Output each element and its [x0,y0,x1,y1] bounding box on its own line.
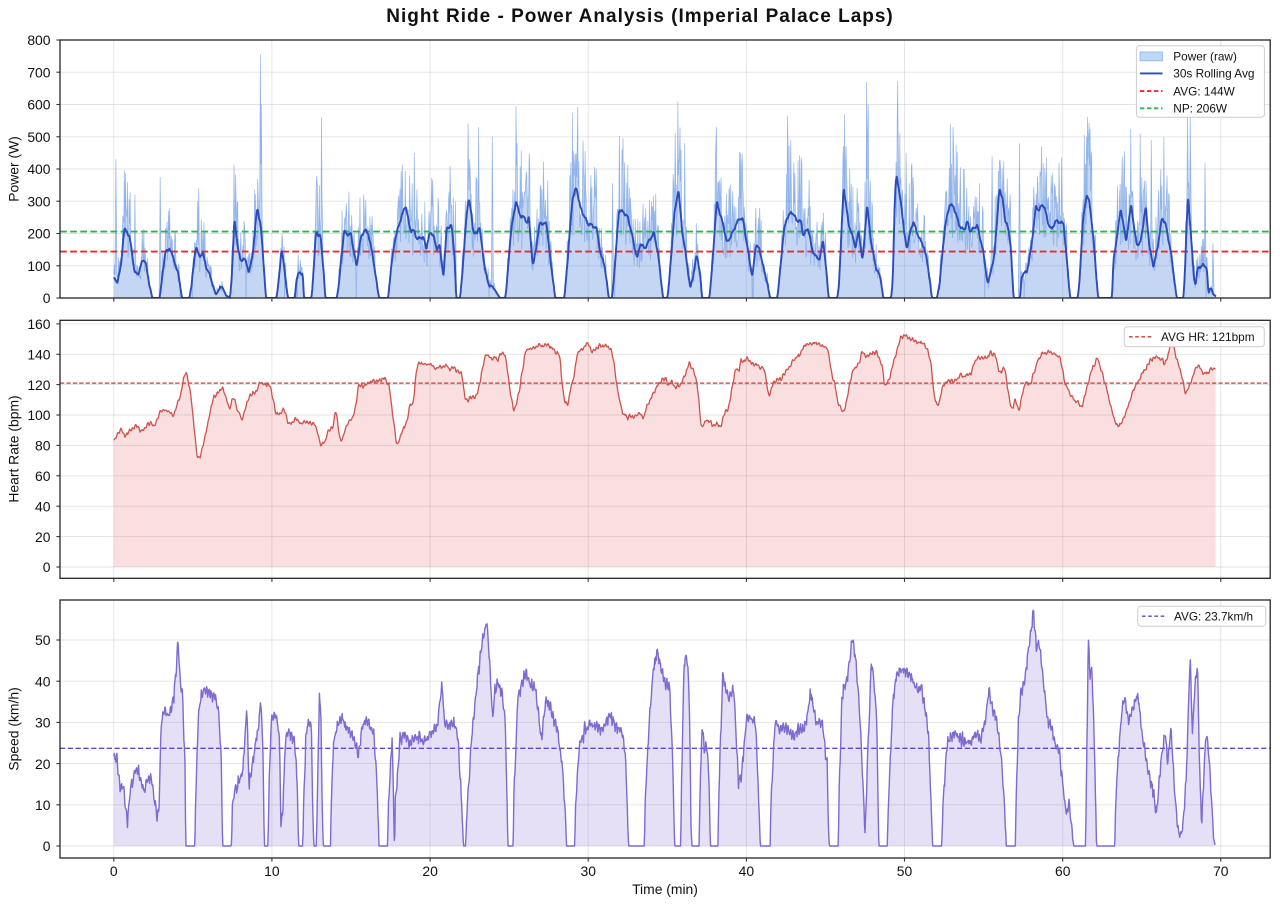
svg-text:100: 100 [27,258,50,274]
svg-text:Heart Rate (bpm): Heart Rate (bpm) [6,395,22,502]
svg-text:60: 60 [35,468,51,484]
svg-text:AVG: 144W: AVG: 144W [1173,84,1235,98]
svg-text:50: 50 [35,632,51,648]
svg-text:30s Rolling Avg: 30s Rolling Avg [1173,67,1254,81]
svg-text:160: 160 [27,316,50,332]
svg-text:80: 80 [35,438,51,454]
svg-text:AVG: 23.7km/h: AVG: 23.7km/h [1174,609,1253,623]
svg-text:Power (raw): Power (raw) [1173,50,1237,64]
svg-text:700: 700 [27,65,50,81]
svg-text:120: 120 [27,377,50,393]
svg-text:600: 600 [27,97,50,113]
svg-text:0: 0 [43,559,51,575]
svg-text:Speed (km/h): Speed (km/h) [6,687,22,770]
svg-text:50: 50 [897,863,913,879]
svg-text:20: 20 [35,529,51,545]
svg-text:Power (W): Power (W) [6,136,22,202]
svg-text:0: 0 [43,290,51,306]
svg-text:100: 100 [27,407,50,423]
svg-text:40: 40 [739,863,755,879]
svg-text:30: 30 [580,863,596,879]
svg-text:10: 10 [264,863,280,879]
svg-text:NP: 206W: NP: 206W [1173,102,1228,116]
svg-text:40: 40 [35,673,51,689]
svg-text:Night Ride - Power Analysis (I: Night Ride - Power Analysis (Imperial Pa… [386,6,894,27]
svg-text:800: 800 [27,32,50,48]
svg-text:AVG HR: 121bpm: AVG HR: 121bpm [1161,330,1255,344]
svg-text:200: 200 [27,226,50,242]
svg-text:Time (min): Time (min) [632,881,698,897]
svg-text:400: 400 [27,161,50,177]
svg-text:20: 20 [422,863,438,879]
svg-text:300: 300 [27,193,50,209]
svg-text:0: 0 [110,863,118,879]
svg-text:500: 500 [27,129,50,145]
svg-text:60: 60 [1055,863,1071,879]
svg-text:10: 10 [35,797,51,813]
svg-text:40: 40 [35,498,51,514]
svg-text:30: 30 [35,715,51,731]
svg-text:20: 20 [35,756,51,772]
svg-text:0: 0 [43,838,51,854]
svg-text:70: 70 [1213,863,1229,879]
svg-text:140: 140 [27,347,50,363]
